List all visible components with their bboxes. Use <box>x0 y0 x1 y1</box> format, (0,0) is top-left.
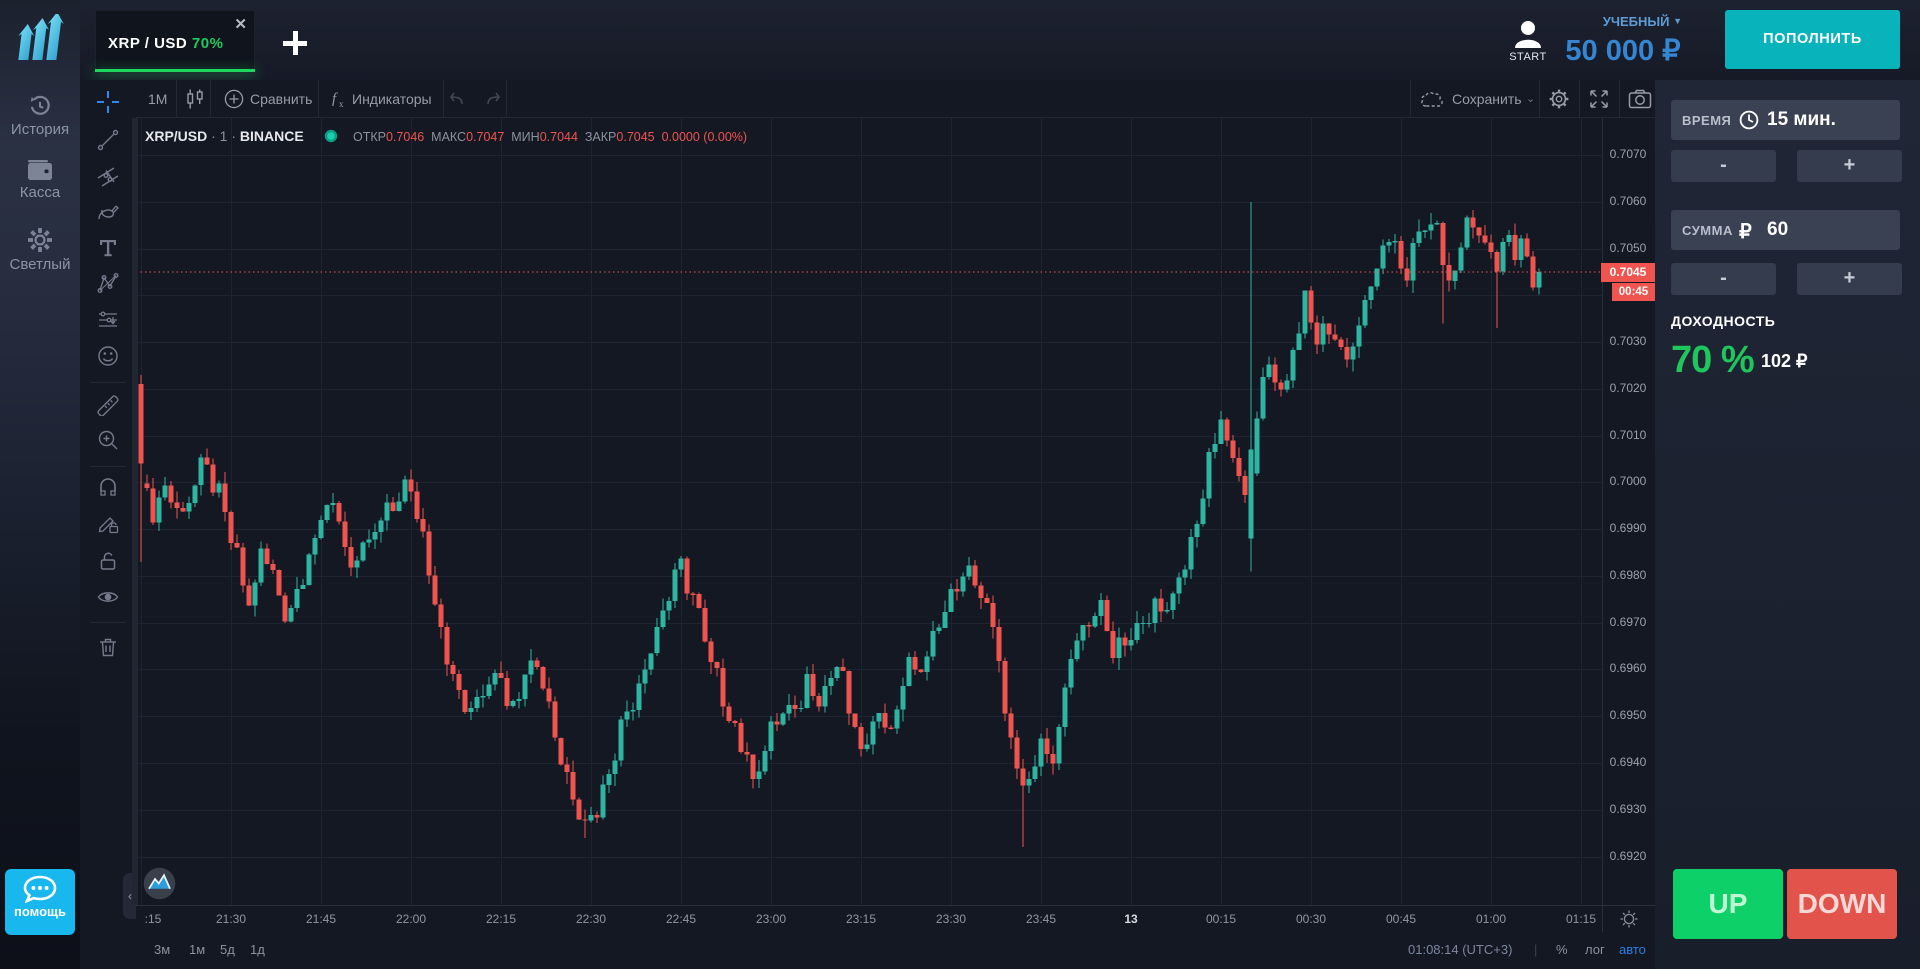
svg-text:f: f <box>332 91 338 107</box>
svg-text:x: x <box>339 99 344 109</box>
